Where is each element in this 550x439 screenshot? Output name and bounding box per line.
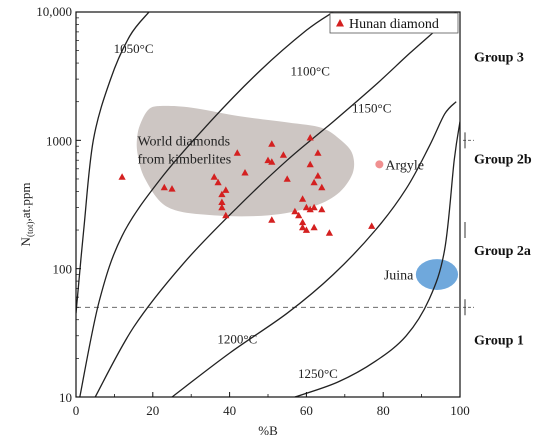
data-point (214, 178, 222, 186)
isotherm-label: 1050°C (114, 41, 154, 56)
legend-box (329, 12, 459, 34)
data-point (318, 183, 326, 191)
y-axis-title-main: N (18, 236, 33, 246)
data-point (222, 211, 230, 219)
data-point (291, 207, 299, 215)
data-point (302, 203, 310, 211)
data-point (222, 186, 230, 193)
y-axis-title-sub: (tot) (25, 222, 35, 238)
x-axis-title: %B (258, 423, 278, 438)
data-point (118, 173, 126, 180)
y-tick-label: 10,000 (36, 4, 72, 19)
data-point (264, 156, 272, 164)
y-tick-label: 1000 (46, 133, 72, 148)
x-tick-label: 60 (300, 403, 313, 418)
legend: Hunan diamond (329, 12, 459, 34)
data-point (368, 222, 376, 229)
data-point (268, 216, 276, 223)
data-point (314, 149, 322, 156)
world-diamonds-label-line2: from kimberlites (137, 152, 231, 167)
x-tick-label: 40 (223, 403, 236, 418)
data-point (318, 205, 326, 213)
data-point (310, 223, 318, 231)
isotherm-layer (76, 12, 460, 397)
data-point (210, 173, 218, 180)
legend-marker (336, 19, 344, 27)
data-point (306, 205, 314, 213)
data-point (268, 140, 276, 147)
world-diamonds-label-line1: World diamonds (137, 134, 230, 149)
data-point (241, 169, 249, 176)
isotherm-curve-1 (79, 12, 334, 397)
data-point (299, 218, 307, 226)
juina-label: Juina (384, 269, 414, 284)
y-tick-label: 10 (59, 390, 72, 405)
data-point (310, 203, 318, 211)
data-point (314, 172, 322, 179)
regions-layer (136, 105, 459, 290)
isotherm-label: 1100°C (291, 64, 330, 79)
labels-layer: 1050°C 1100°C 1150°C 1200°C 1250°C World diam… (114, 41, 424, 381)
group-label: Group 2b (474, 153, 532, 168)
isotherm-curve-0 (76, 12, 150, 314)
data-point (168, 185, 176, 192)
group-label: Group 2a (474, 244, 531, 259)
isotherm-curve-3 (171, 101, 457, 397)
isotherm-curve-2 (94, 12, 457, 397)
x-tick-label: 80 (377, 403, 390, 418)
isotherm-label: 1150°C (352, 100, 391, 115)
data-point (295, 211, 303, 219)
data-point (268, 158, 276, 165)
data-point (299, 195, 307, 202)
argyle-label: Argyle (385, 158, 424, 173)
data-point (299, 223, 307, 231)
x-tick-label: 0 (73, 403, 80, 418)
data-point (302, 226, 310, 233)
data-point (325, 229, 333, 236)
data-point (283, 175, 291, 182)
group-label: Group 1 (474, 334, 524, 349)
y-axis-title: N(tot),at.ppm (18, 183, 35, 247)
axes-layer: 0 20 40 60 80 100 10 100 1000 10,000 %B N(tot),at.p… (18, 4, 470, 438)
group-label: Group 3 (474, 51, 524, 66)
data-point (218, 198, 226, 205)
isotherm-label: 1250°C (298, 366, 338, 381)
data-point (218, 203, 226, 211)
x-tick-label: 20 (146, 403, 159, 418)
data-point (233, 149, 241, 156)
group-labels: Group 3 Group 2b Group 2a Group 1 (463, 51, 532, 349)
world-diamonds-region (136, 105, 355, 217)
data-point (306, 160, 314, 168)
x-tick-label: 100 (450, 403, 470, 418)
isotherm-curve-4 (294, 121, 460, 397)
juina-region (415, 259, 459, 290)
data-point (310, 178, 318, 186)
data-point (306, 134, 314, 141)
data-point (279, 151, 287, 158)
points-layer (118, 134, 376, 236)
data-point (160, 183, 168, 191)
data-point (218, 190, 226, 198)
isotherm-label: 1200°C (217, 332, 257, 347)
y-axis-title-tail: ,at.ppm (18, 183, 33, 222)
y-tick-label: 100 (53, 262, 73, 277)
legend-label: Hunan diamond (349, 17, 439, 32)
argyle-point (375, 160, 384, 169)
